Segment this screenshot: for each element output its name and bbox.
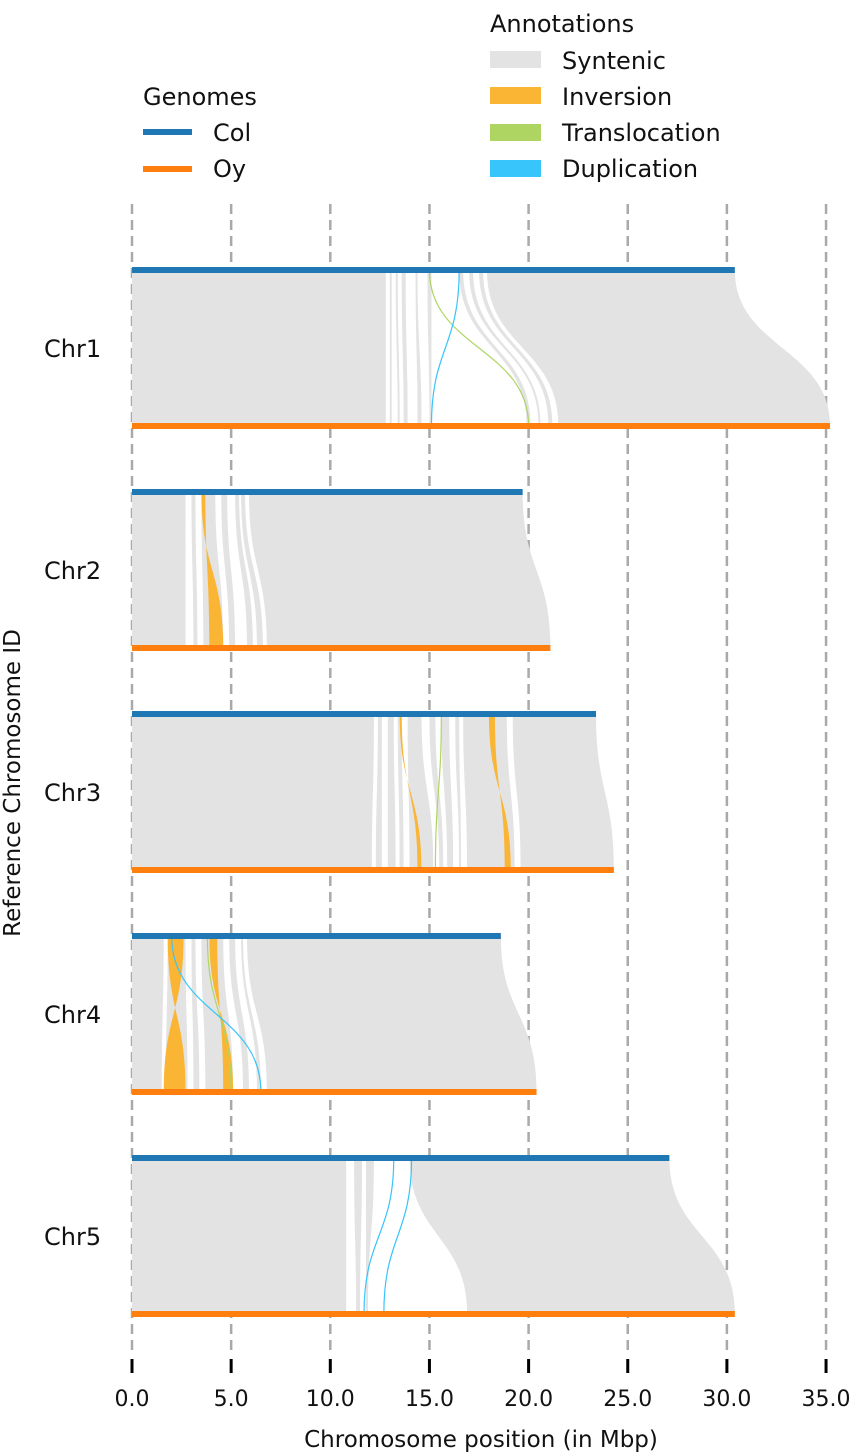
oy-chromosome-bar bbox=[132, 1089, 537, 1095]
x-tick-label: 0.0 bbox=[115, 1387, 150, 1412]
x-tick-label: 10.0 bbox=[306, 1387, 355, 1412]
x-tick-label: 35.0 bbox=[802, 1387, 851, 1412]
unaligned-gap bbox=[435, 714, 448, 870]
legend-label-col: Col bbox=[213, 119, 251, 147]
chromosome-chr1: Chr1 bbox=[44, 267, 831, 429]
unaligned-gap bbox=[243, 936, 267, 1092]
duplication-link bbox=[363, 1157, 395, 1315]
chromosome-chr4: Chr4 bbox=[44, 933, 537, 1095]
genomes-legend: Genomes Col Oy bbox=[143, 83, 257, 183]
unaligned-gap bbox=[223, 936, 244, 1092]
oy-chromosome-bar bbox=[132, 423, 831, 429]
unaligned-gap bbox=[195, 492, 204, 648]
unaligned-gap bbox=[391, 270, 398, 426]
legend-swatch-oy bbox=[143, 166, 192, 172]
col-chromosome-bar bbox=[132, 1155, 670, 1161]
annotations-legend: Annotations Syntenic Inversion Transloca… bbox=[490, 10, 721, 183]
x-tick-label: 30.0 bbox=[702, 1387, 751, 1412]
legend-label-inversion: Inversion bbox=[562, 83, 672, 111]
col-chromosome-bar bbox=[132, 267, 735, 273]
duplication-link bbox=[430, 269, 460, 427]
unaligned-gap bbox=[381, 714, 388, 870]
oy-chromosome-bar bbox=[132, 645, 551, 651]
chromosome-chr5: Chr5 bbox=[44, 1155, 735, 1317]
chromosome-chr2: Chr2 bbox=[44, 489, 551, 651]
annotations-legend-title: Annotations bbox=[490, 10, 634, 38]
unaligned-gap bbox=[215, 492, 230, 648]
inversion-band bbox=[399, 714, 422, 870]
legend-label-oy: Oy bbox=[213, 155, 246, 183]
unaligned-gap bbox=[393, 714, 400, 870]
unaligned-gap bbox=[482, 270, 559, 426]
inversion-band bbox=[488, 714, 511, 870]
translocation-link bbox=[434, 713, 442, 871]
unaligned-gap bbox=[506, 714, 521, 870]
legend-label-syntenic: Syntenic bbox=[562, 47, 666, 75]
legend-label-translocation: Translocation bbox=[561, 119, 721, 147]
legend-swatch-syntenic bbox=[490, 51, 541, 68]
chromosome-label: Chr4 bbox=[44, 1001, 101, 1029]
chromosome-label: Chr3 bbox=[44, 779, 101, 807]
unaligned-gap bbox=[239, 492, 257, 648]
unaligned-gap bbox=[227, 492, 248, 648]
duplication-link bbox=[171, 935, 262, 1093]
chromosome-panels: Chr1 Chr2 Chr3 Chr4 Chr5 bbox=[44, 267, 831, 1317]
syntenic-region bbox=[132, 492, 551, 648]
unaligned-gap bbox=[421, 714, 440, 870]
unaligned-gap bbox=[367, 1158, 468, 1314]
unaligned-gap bbox=[161, 936, 168, 1092]
unaligned-gap bbox=[459, 714, 468, 870]
legend-swatch-col bbox=[143, 129, 192, 135]
legend-label-duplication: Duplication bbox=[562, 155, 698, 183]
chromosome-chr3: Chr3 bbox=[44, 711, 614, 873]
x-tick-label: 20.0 bbox=[504, 1387, 553, 1412]
x-tick-label: 25.0 bbox=[603, 1387, 652, 1412]
col-chromosome-bar bbox=[132, 933, 501, 939]
chromosome-label: Chr1 bbox=[44, 335, 101, 363]
unaligned-gap bbox=[371, 714, 378, 870]
unaligned-gap bbox=[185, 936, 194, 1092]
col-chromosome-bar bbox=[132, 489, 523, 495]
unaligned-gap bbox=[473, 270, 549, 426]
translocation-link bbox=[206, 935, 232, 1093]
unaligned-gap bbox=[360, 1158, 366, 1314]
x-tick-label: 15.0 bbox=[405, 1387, 454, 1412]
translocation-link bbox=[428, 269, 530, 427]
legend-swatch-translocation bbox=[490, 124, 541, 141]
unaligned-gap bbox=[195, 936, 206, 1092]
duplication-link bbox=[383, 1157, 413, 1315]
y-axis-label: Reference Chromosome ID bbox=[0, 629, 26, 937]
col-chromosome-bar bbox=[132, 711, 597, 717]
oy-chromosome-bar bbox=[132, 1311, 735, 1317]
chromosome-label: Chr2 bbox=[44, 557, 101, 585]
chromosome-label: Chr5 bbox=[44, 1223, 101, 1251]
unaligned-gap bbox=[417, 270, 430, 426]
legend-swatch-inversion bbox=[490, 87, 541, 104]
inversion-band bbox=[201, 492, 224, 648]
genomes-legend-title: Genomes bbox=[143, 83, 257, 111]
unaligned-gap bbox=[385, 270, 390, 426]
x-tick-label: 5.0 bbox=[214, 1387, 249, 1412]
inversion-band bbox=[163, 936, 186, 1092]
x-axis-label: Chromosome position (in Mbp) bbox=[304, 1427, 658, 1453]
unaligned-gap bbox=[463, 270, 539, 426]
unaligned-gap bbox=[397, 270, 404, 426]
oy-chromosome-bar bbox=[132, 867, 614, 873]
legend-swatch-duplication bbox=[490, 160, 541, 177]
unaligned-gap bbox=[185, 492, 194, 648]
unaligned-gap bbox=[449, 714, 460, 870]
x-axis: 0.0 5.0 10.0 15.0 20.0 25.0 30.0 35.0 bbox=[115, 1359, 851, 1412]
unaligned-gap bbox=[401, 714, 410, 870]
inversion-band bbox=[209, 936, 234, 1092]
unaligned-gap bbox=[346, 1158, 357, 1314]
unaligned-gap bbox=[405, 270, 418, 426]
unaligned-gap bbox=[245, 492, 267, 648]
